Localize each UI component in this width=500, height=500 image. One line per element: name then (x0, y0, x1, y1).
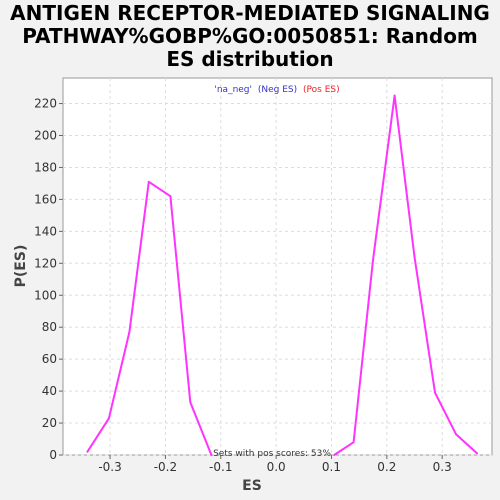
y-tick-label: 180 (34, 160, 57, 174)
chart-title-line-1: ANTIGEN RECEPTOR-MEDIATED SIGNALING (10, 1, 490, 25)
y-tick-label: 160 (34, 192, 57, 206)
data-point (371, 259, 374, 262)
y-axis-label: P(ES) (13, 245, 29, 288)
plot-area (62, 77, 493, 456)
pos-scores-annotation: Sets with pos scores: 53% (213, 449, 331, 459)
x-tick-label: 0.3 (433, 460, 452, 474)
x-tick-label: 0.2 (377, 460, 396, 474)
data-point (333, 454, 336, 456)
x-tick-label: -0.1 (209, 460, 232, 474)
data-point (107, 417, 110, 420)
x-tick-label: 0.1 (322, 460, 341, 474)
data-point (86, 450, 89, 453)
data-point (433, 391, 436, 394)
chart-title-line-3: ES distribution (166, 47, 334, 71)
data-point (189, 401, 192, 404)
data-point (455, 433, 458, 436)
legend-pos-es: (Pos ES) (303, 85, 340, 95)
data-point (210, 454, 213, 456)
series-line (333, 94, 478, 456)
x-axis-label: ES (242, 478, 262, 494)
data-point (413, 255, 416, 258)
y-tick-label: 120 (34, 256, 57, 270)
y-tick-label: 40 (42, 384, 57, 398)
x-tick-label: 0.0 (267, 460, 286, 474)
x-tick-label: -0.3 (98, 460, 121, 474)
data-point (147, 180, 150, 183)
axes: -0.3 -0.2 -0.1 0.0 0.1 0.2 0.3 0 20 40 60 80 100 120 1… (34, 97, 452, 474)
y-tick-label: 140 (34, 224, 57, 238)
legend-neg-es: (Neg ES) (258, 85, 297, 95)
chart-title-line-2: PATHWAY%GOBP%GO:0050851: Random (22, 24, 478, 48)
x-tick-label: -0.2 (154, 460, 177, 474)
series-layer (86, 94, 479, 456)
chart-title: ANTIGEN RECEPTOR-MEDIATED SIGNALING PATH… (0, 2, 500, 71)
data-point (169, 195, 172, 198)
y-tick-label: 60 (42, 352, 57, 366)
data-point (128, 330, 131, 333)
y-tick-label: 100 (34, 288, 57, 302)
y-tick-label: 0 (49, 448, 57, 462)
data-point (476, 452, 479, 455)
y-tick-label: 200 (34, 129, 57, 143)
legend-series-name: 'na_neg' (214, 85, 252, 95)
grid-lines (63, 78, 492, 456)
data-point (352, 441, 355, 444)
y-tick-label: 80 (42, 320, 57, 334)
legend: 'na_neg' (Neg ES) (Pos ES) (214, 85, 339, 95)
y-tick-label: 220 (34, 97, 57, 111)
y-tick-label: 20 (42, 416, 57, 430)
data-point (393, 94, 396, 97)
